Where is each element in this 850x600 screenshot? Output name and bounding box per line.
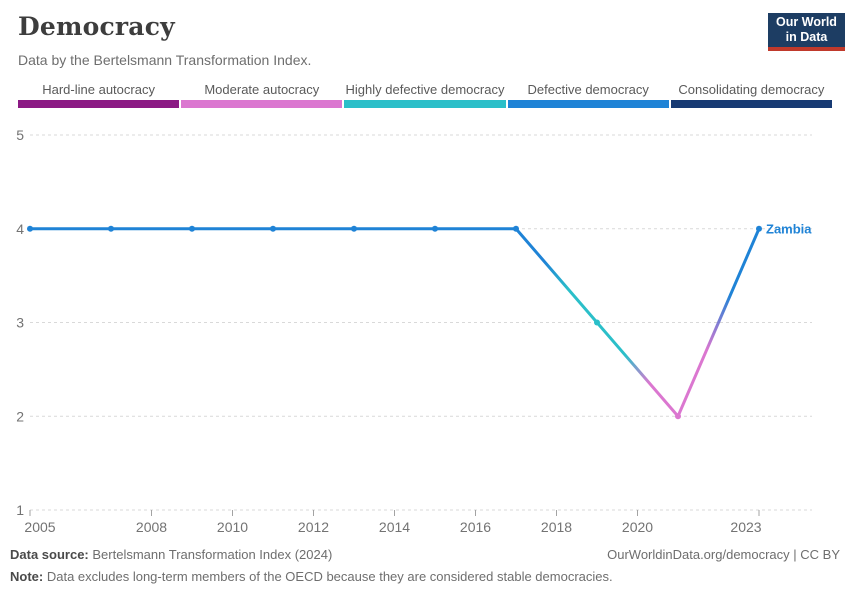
legend-item-label: Hard-line autocracy bbox=[42, 82, 155, 97]
series-line-segment bbox=[595, 321, 680, 418]
y-tick-label: 2 bbox=[16, 408, 24, 424]
data-point[interactable] bbox=[270, 225, 276, 232]
data-point[interactable] bbox=[594, 319, 600, 326]
gridlines bbox=[30, 134, 812, 511]
note-line: Note: Data excludes long-term members of… bbox=[10, 569, 840, 584]
legend-item-label: Moderate autocracy bbox=[204, 82, 320, 97]
x-tick-label: 2023 bbox=[730, 519, 761, 535]
origin-url-link[interactable]: OurWorldinData.org/democracy | CC BY bbox=[607, 547, 840, 562]
note-label: Note: bbox=[10, 569, 44, 584]
legend-item-label: Consolidating democracy bbox=[678, 82, 825, 97]
data-point[interactable] bbox=[756, 225, 762, 232]
owid-logo[interactable]: Our World in Data bbox=[768, 13, 845, 51]
owid-logo-line2: in Data bbox=[785, 30, 828, 44]
data-point[interactable] bbox=[189, 225, 195, 232]
data-point[interactable] bbox=[513, 225, 519, 232]
legend-item-bar bbox=[344, 100, 506, 108]
data-point[interactable] bbox=[108, 225, 114, 232]
x-tick-label: 2008 bbox=[136, 519, 167, 535]
x-tick-label: 2005 bbox=[24, 519, 55, 535]
series-entity-label[interactable]: Zambia bbox=[766, 221, 812, 236]
legend-item-label: Defective democracy bbox=[527, 82, 649, 97]
legend-item-defective-democracy[interactable]: Defective democracy bbox=[507, 82, 669, 108]
y-tick-label: 3 bbox=[16, 315, 24, 331]
legend-item-bar bbox=[18, 100, 180, 108]
chart-subtitle: Data by the Bertelsmann Transformation I… bbox=[18, 52, 312, 68]
y-tick-label: 4 bbox=[16, 221, 24, 237]
legend-item-bar bbox=[670, 100, 833, 108]
legend-categorical: Hard-line autocracy Moderate autocracy H… bbox=[18, 82, 833, 108]
series-line-segment bbox=[676, 227, 761, 418]
legend-item-hardline-autocracy[interactable]: Hard-line autocracy bbox=[18, 82, 180, 108]
legend-item-highly-defective-democracy[interactable]: Highly defective democracy bbox=[344, 82, 506, 108]
chart-footer: Data source: Bertelsmann Transformation … bbox=[10, 547, 840, 584]
y-tick-label: 1 bbox=[16, 502, 24, 518]
data-source-value: Bertelsmann Transformation Index (2024) bbox=[92, 547, 333, 562]
legend-item-label: Highly defective democracy bbox=[345, 82, 505, 97]
x-tick-label: 2012 bbox=[298, 519, 329, 535]
data-point[interactable] bbox=[675, 413, 681, 420]
owid-logo-line1: Our World bbox=[776, 15, 837, 29]
data-source-line: Data source: Bertelsmann Transformation … bbox=[10, 547, 332, 562]
data-point[interactable] bbox=[351, 225, 357, 232]
legend-item-bar bbox=[507, 100, 669, 108]
series-line-segment bbox=[514, 227, 599, 324]
data-point[interactable] bbox=[27, 225, 33, 232]
axes: 1 2 3 4 5 2005 2008 2010 2012 2014 2016 2018 2020 202… bbox=[16, 127, 762, 535]
series-zambia: Zambia bbox=[27, 221, 812, 420]
x-tick-label: 2020 bbox=[622, 519, 653, 535]
legend-item-moderate-autocracy[interactable]: Moderate autocracy bbox=[181, 82, 343, 108]
note-value: Data excludes long-term members of the O… bbox=[46, 569, 613, 584]
legend-item-consolidating-democracy[interactable]: Consolidating democracy bbox=[670, 82, 833, 108]
x-tick-label: 2014 bbox=[379, 519, 410, 535]
x-tick-label: 2016 bbox=[460, 519, 491, 535]
data-source-label: Data source: bbox=[10, 547, 89, 562]
x-tick-label: 2018 bbox=[541, 519, 572, 535]
data-point[interactable] bbox=[432, 225, 438, 232]
page-title: Democracy bbox=[18, 12, 175, 41]
x-tick-label: 2010 bbox=[217, 519, 248, 535]
legend-item-bar bbox=[181, 100, 343, 108]
y-tick-label: 5 bbox=[16, 127, 24, 143]
